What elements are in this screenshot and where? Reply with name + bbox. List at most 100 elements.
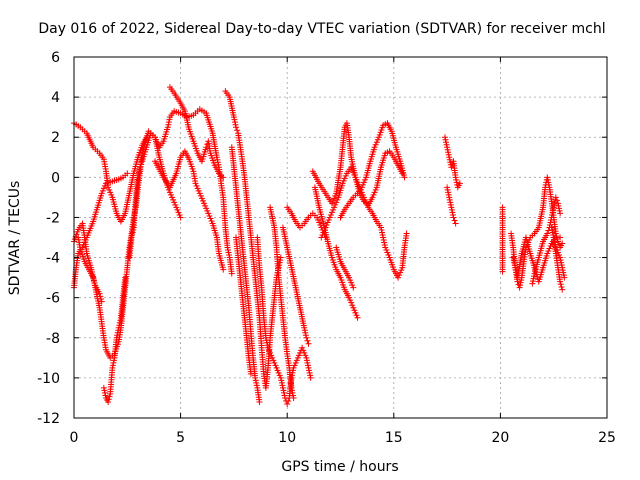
data-point-marker (449, 209, 456, 216)
y-tick-label: 4 (51, 90, 60, 106)
data-point-marker (447, 201, 454, 208)
chart-title: Day 016 of 2022, Sidereal Day-to-day VTE… (38, 21, 605, 37)
data-point-marker (380, 234, 387, 241)
data-point-marker (550, 204, 557, 211)
data-point-marker (214, 159, 221, 166)
data-point-marker (352, 309, 359, 316)
data-point-marker (552, 194, 559, 201)
data-point-marker (353, 312, 360, 319)
data-series-track-19 (333, 244, 357, 291)
data-point-marker (276, 372, 283, 379)
data-point-marker (136, 169, 143, 176)
data-point-marker (516, 284, 523, 291)
data-point-marker (177, 214, 184, 221)
data-point-marker (135, 171, 142, 178)
data-point-marker (351, 307, 358, 314)
data-point-marker (129, 231, 136, 238)
y-axis-label: SDTVAR / TECUs (7, 181, 23, 296)
data-point-marker (168, 191, 175, 198)
data-point-marker (371, 189, 378, 196)
data-series-track-10 (228, 144, 263, 405)
data-point-marker (307, 372, 314, 379)
data-point-marker (100, 185, 107, 192)
data-point-marker (446, 156, 453, 163)
data-point-marker (558, 259, 565, 266)
data-point-marker (106, 186, 113, 193)
data-point-marker (510, 254, 517, 261)
data-point-marker (138, 161, 145, 168)
data-point-marker (322, 224, 329, 231)
data-point-marker (301, 327, 308, 334)
data-point-marker (169, 194, 176, 201)
data-point-marker (270, 357, 277, 364)
data-point-marker (401, 174, 408, 181)
data-point-marker (201, 200, 208, 207)
data-point-marker (90, 277, 97, 284)
data-point-marker (512, 267, 519, 274)
data-point-marker (195, 187, 202, 194)
data-point-marker (379, 231, 386, 238)
data-point-marker (305, 364, 312, 371)
data-point-marker (517, 279, 524, 286)
data-point-marker (110, 359, 117, 366)
data-point-marker (559, 264, 566, 271)
data-point-marker (360, 179, 367, 186)
data-point-marker (557, 210, 564, 217)
data-point-marker (348, 164, 355, 171)
data-point-marker (369, 194, 376, 201)
data-series-track-17 (309, 120, 410, 281)
data-point-marker (397, 269, 404, 276)
y-tick-label: -6 (46, 291, 60, 307)
data-point-marker (499, 268, 506, 275)
data-point-marker (517, 282, 524, 289)
data-point-marker (559, 267, 566, 274)
data-point-marker (233, 124, 240, 131)
data-point-marker (130, 226, 137, 233)
data-point-marker (382, 244, 389, 251)
data-point-marker (351, 171, 358, 178)
x-tick-label: 15 (385, 430, 403, 446)
data-point-marker (370, 191, 377, 198)
data-point-marker (277, 374, 284, 381)
data-point-marker (545, 227, 552, 234)
data-point-marker (530, 275, 537, 282)
data-point-marker (234, 127, 241, 134)
data-point-marker (294, 354, 301, 361)
data-point-marker (456, 180, 463, 187)
data-point-marker (101, 387, 108, 394)
data-point-marker (334, 196, 341, 203)
data-point-marker (172, 201, 179, 208)
data-point-marker (381, 242, 388, 249)
data-point-marker (544, 230, 551, 237)
data-point-marker (556, 252, 563, 259)
data-point-marker (299, 344, 306, 351)
data-point-marker (114, 329, 121, 336)
data-point-marker (303, 354, 310, 361)
data-point-marker (549, 211, 556, 218)
data-point-marker (268, 352, 275, 359)
y-tick-label: -8 (46, 331, 60, 347)
data-point-marker (220, 266, 227, 273)
data-point-marker (272, 362, 279, 369)
data-point-marker (557, 257, 564, 264)
data-point-marker (314, 214, 321, 221)
data-point-marker (557, 234, 564, 241)
data-point-marker (323, 221, 330, 228)
data-point-marker (347, 297, 354, 304)
data-point-marker (372, 141, 379, 148)
data-point-marker (115, 327, 122, 334)
data-point-marker (349, 302, 356, 309)
data-point-marker (253, 379, 260, 386)
data-point-marker (331, 204, 338, 211)
x-axis-label: GPS time / hours (281, 459, 398, 475)
data-point-marker (552, 244, 559, 251)
data-point-marker (373, 139, 380, 146)
data-point-marker (340, 177, 347, 184)
data-point-marker (153, 136, 160, 143)
data-point-marker (549, 209, 556, 216)
data-point-marker (550, 234, 557, 241)
data-point-marker (553, 233, 560, 240)
data-point-marker (81, 239, 88, 246)
data-point-marker (300, 347, 307, 354)
data-point-marker (199, 197, 206, 204)
